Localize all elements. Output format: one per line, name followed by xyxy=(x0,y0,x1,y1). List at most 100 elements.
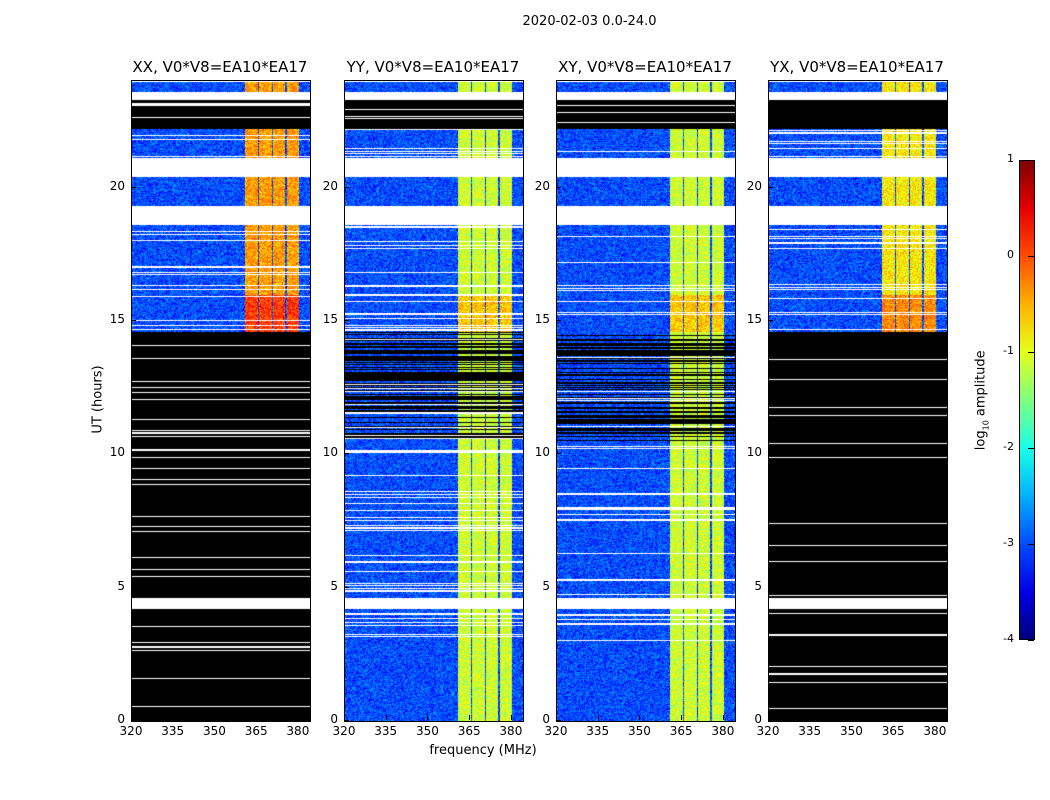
x-tick-label: 320 xyxy=(544,724,568,738)
x-tick xyxy=(297,715,299,720)
x-tick xyxy=(131,715,132,720)
y-tick xyxy=(556,320,561,321)
y-tick xyxy=(556,586,561,588)
colorbar-tick-label: -1 xyxy=(1003,344,1014,357)
y-tick-label: 15 xyxy=(109,312,125,326)
y-tick-label: 20 xyxy=(746,178,762,193)
panel-title: YX, V0*V8=EA10*EA17 xyxy=(770,58,944,76)
y-tick-label: 15 xyxy=(534,312,550,326)
panel-title: XX, V0*V8=EA10*EA17 xyxy=(132,58,308,76)
y-tick xyxy=(131,453,136,455)
colorbar-tick-label: -3 xyxy=(1003,536,1014,549)
x-tick xyxy=(681,715,683,720)
colorbar-tick-label: 1 xyxy=(1007,152,1014,165)
x-tick xyxy=(214,715,216,720)
x-tick xyxy=(469,715,471,720)
y-tick xyxy=(344,586,349,588)
x-tick xyxy=(768,715,769,720)
colorbar-tick xyxy=(1028,448,1034,449)
heatmap-panel-xx xyxy=(131,80,311,722)
x-tick xyxy=(934,715,936,720)
y-tick-label: 0 xyxy=(542,712,550,726)
x-tick-label: 350 xyxy=(839,724,863,738)
colorbar-tick xyxy=(1028,640,1034,641)
colorbar-tick xyxy=(1028,544,1034,545)
y-tick-label: 5 xyxy=(330,578,338,593)
x-tick-label: 350 xyxy=(202,724,226,738)
colorbar-label-log: log xyxy=(973,430,989,451)
y-tick-label: 10 xyxy=(534,445,550,460)
y-tick xyxy=(768,720,773,721)
y-tick xyxy=(131,586,136,588)
x-tick-label: 380 xyxy=(923,724,947,738)
y-tick xyxy=(556,720,561,721)
y-tick-label: 0 xyxy=(117,712,125,726)
heatmap-panel-yx xyxy=(768,80,948,722)
y-tick xyxy=(131,186,136,188)
panel-title: YY, V0*V8=EA10*EA17 xyxy=(346,58,520,76)
heatmap-panel-yy xyxy=(344,80,524,722)
x-tick xyxy=(639,715,641,720)
x-tick xyxy=(809,715,811,720)
colorbar-label: log10 amplitude xyxy=(974,340,991,460)
x-tick-label: 380 xyxy=(711,724,735,738)
x-tick-label: 320 xyxy=(119,724,143,738)
y-tick xyxy=(131,320,136,321)
x-tick-label: 365 xyxy=(457,724,481,738)
x-tick xyxy=(510,715,512,720)
colorbar-label-rest: amplitude xyxy=(973,350,989,421)
y-tick-label: 5 xyxy=(754,578,762,593)
x-tick xyxy=(256,715,258,720)
y-tick xyxy=(344,720,349,721)
x-tick-label: 380 xyxy=(499,724,523,738)
y-tick xyxy=(344,320,349,321)
colorbar-tick-label: 0 xyxy=(1007,248,1014,261)
y-tick-label: 20 xyxy=(109,178,125,193)
y-tick xyxy=(768,586,773,588)
figure-title: 2020-02-03 0.0-24.0 xyxy=(522,14,657,29)
y-tick xyxy=(768,453,773,455)
x-tick xyxy=(722,715,724,720)
panel-title: XY, V0*V8=EA10*EA17 xyxy=(558,58,732,76)
x-tick xyxy=(556,715,557,720)
x-tick xyxy=(893,715,895,720)
y-tick xyxy=(344,186,349,188)
x-tick xyxy=(344,715,345,720)
colorbar-tick xyxy=(1028,256,1034,257)
y-tick-label: 0 xyxy=(754,712,762,726)
y-tick xyxy=(556,186,561,188)
colorbar-tick-label: -4 xyxy=(1003,632,1014,645)
y-axis-label: UT (hours) xyxy=(90,365,106,434)
colorbar-tick xyxy=(1028,160,1034,161)
y-tick-label: 20 xyxy=(534,178,550,193)
y-tick-label: 5 xyxy=(117,578,125,593)
x-tick xyxy=(172,715,174,720)
x-tick-label: 335 xyxy=(161,724,185,738)
y-tick xyxy=(768,186,773,188)
y-tick-label: 0 xyxy=(330,712,338,726)
y-tick-label: 15 xyxy=(746,312,762,326)
y-tick xyxy=(768,320,773,321)
y-tick-label: 15 xyxy=(322,312,338,326)
x-tick xyxy=(851,715,853,720)
colorbar-tick xyxy=(1028,352,1034,353)
x-tick-label: 320 xyxy=(756,724,780,738)
heatmap-panel-xy xyxy=(556,80,736,722)
y-tick xyxy=(344,453,349,455)
x-axis-label: frequency (MHz) xyxy=(429,743,537,758)
y-tick-label: 10 xyxy=(322,445,338,460)
x-tick-label: 350 xyxy=(415,724,439,738)
colorbar xyxy=(1019,160,1035,640)
x-tick-label: 380 xyxy=(286,724,310,738)
x-tick-label: 335 xyxy=(374,724,398,738)
x-tick-label: 365 xyxy=(244,724,268,738)
y-tick-label: 20 xyxy=(322,178,338,193)
x-tick-label: 320 xyxy=(332,724,356,738)
x-tick-label: 335 xyxy=(798,724,822,738)
x-tick-label: 335 xyxy=(586,724,610,738)
x-tick-label: 350 xyxy=(627,724,651,738)
x-tick xyxy=(427,715,429,720)
y-tick-label: 10 xyxy=(109,445,125,460)
y-tick xyxy=(556,453,561,455)
